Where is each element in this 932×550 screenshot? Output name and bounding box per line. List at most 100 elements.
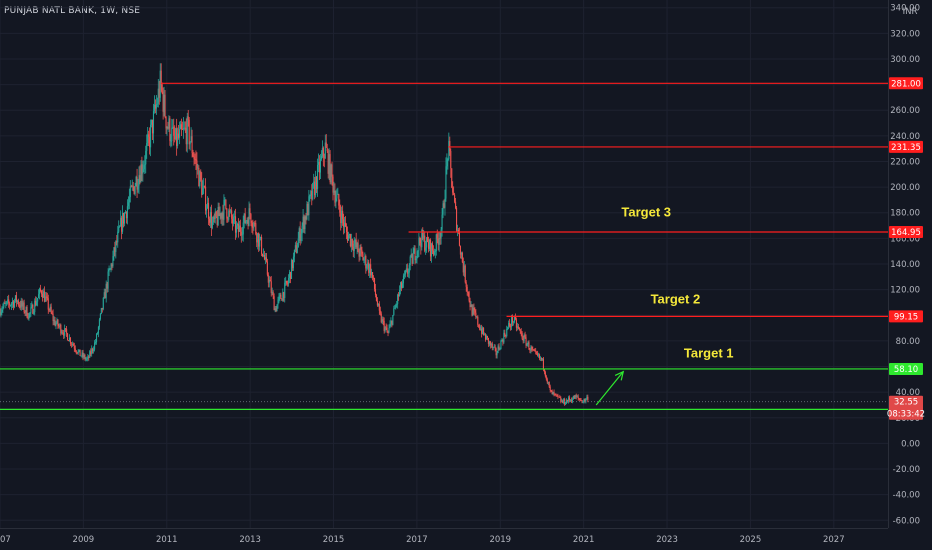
candle-body [208,218,211,223]
candle-body [32,304,34,314]
candle-body [419,238,421,244]
candle-body [60,324,62,334]
candle-body [503,332,505,343]
candle-body [275,308,277,312]
candle-body [223,199,225,220]
candle-body [155,104,157,109]
candle-body [182,128,184,130]
candle-body [77,350,79,354]
candle-body [403,274,405,276]
candle-body [224,199,226,201]
candle-body [506,328,508,337]
candle-body [318,161,321,173]
level-tag-label: 231.35 [891,143,921,153]
candle-body [83,355,85,358]
candle-body [495,348,497,356]
candle-body [474,310,476,313]
candle-body [194,159,196,160]
candle-body [12,301,15,308]
candle-body [371,272,373,276]
candle-body [91,348,93,355]
candle-body [89,351,91,358]
candle-body [109,268,111,270]
candle-body [426,237,428,248]
candle-body [294,245,296,250]
candle-body [346,232,349,241]
candle-body [178,129,181,138]
candle-body [137,186,139,190]
candle-body [157,88,159,104]
candle-body [390,320,392,324]
candle-body [149,136,151,148]
time-tick-label: 2025 [740,535,762,545]
time-tick-label: 2015 [323,535,345,545]
candle-body [576,396,578,398]
candle-body [243,213,245,223]
candle-body [356,242,358,248]
candle-body [68,337,71,342]
candle-body [479,326,481,330]
candle-body [548,382,550,387]
candle-body [180,124,183,130]
candle-body [575,395,577,398]
candle-body [376,300,378,306]
candle-body [520,331,522,334]
candle-body [363,259,365,261]
candle-body [411,254,413,264]
candle-body [558,396,560,398]
candle-body [298,228,300,239]
candle-body [372,272,374,278]
candle-body [311,191,313,200]
candle-body [402,275,405,284]
candle-body [278,296,280,300]
candle-body [66,328,68,334]
candle-body [467,291,469,293]
candle-body [335,198,337,203]
candle-body [42,291,44,298]
candle-body [484,334,487,340]
candle-body [263,254,266,260]
candle-body [14,295,16,301]
candle-body [207,202,210,219]
candle-body [431,243,433,251]
candle-body [206,202,209,209]
candle-body [473,307,475,311]
candle-body [533,349,535,351]
price-tick-label: 0.00 [901,439,920,449]
candle-body [377,304,379,306]
candle-body [296,247,298,253]
candle-body [475,312,477,318]
candle-body [1,309,3,312]
candle-body [206,208,208,211]
price-axis[interactable]: INR340.00320.00300.00280.00260.00240.002… [887,0,932,550]
candle-body [229,210,231,212]
candle-body [321,147,323,157]
candle-body [286,280,288,284]
candle-body [251,222,253,228]
candle-body [33,312,35,314]
candle-body [235,225,238,233]
candle-body [339,205,341,213]
price-tick-label: 220.00 [890,157,920,167]
candle-body [176,128,178,146]
candle-body [16,300,18,303]
candle-body [266,261,268,275]
candle-body [30,307,32,313]
candle-body [245,220,247,224]
candle-body [38,294,40,299]
candle-body [27,317,29,319]
candle-body [220,213,222,219]
candle-body [543,368,545,373]
horizontal-levels [0,82,888,410]
candle-body [271,292,273,293]
candle-body [140,164,142,183]
time-axis[interactable]: 2007 2009 2011 2013 2015 2017 2019 2021 2023 2025… [0,528,888,546]
candle-body [210,212,212,228]
candle-body [195,159,197,161]
candle-body [396,303,398,305]
candle-body [549,386,551,391]
candle-body [565,403,567,405]
candle-body [0,308,1,315]
candle-body [397,294,399,304]
